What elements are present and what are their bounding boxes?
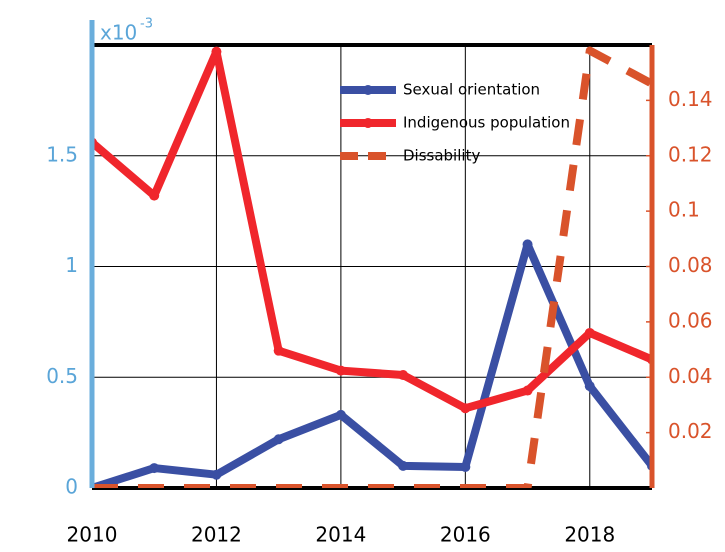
x-tick-label: 2010	[67, 523, 118, 547]
multiplier-base: x10	[100, 21, 137, 45]
x-tick-label: 2012	[191, 523, 242, 547]
y2-tick-label: 0.08	[668, 253, 713, 277]
plot-area	[92, 46, 652, 488]
legend-label: Indigenous population	[403, 114, 570, 132]
y-tick-label: 1	[65, 253, 78, 277]
point	[273, 434, 284, 445]
y2-tick-label: 0.02	[668, 419, 713, 443]
point	[211, 469, 222, 480]
y2-tick-label: 0.1	[668, 198, 700, 222]
point	[149, 463, 160, 474]
point	[398, 370, 409, 381]
point	[335, 409, 346, 420]
point	[584, 381, 595, 392]
point	[211, 46, 222, 57]
legend-label: Sexual orientation	[403, 81, 540, 99]
point	[522, 239, 533, 250]
x-tick-label: 2018	[564, 523, 615, 547]
x-tick-label: 2014	[315, 523, 366, 547]
y-tick-label: 0	[65, 475, 78, 499]
legend-marker	[363, 118, 373, 128]
y-tick-label: 1.5	[46, 142, 78, 166]
legend-marker	[363, 85, 373, 95]
y2-tick-label: 0.04	[668, 364, 713, 388]
series-line	[92, 46, 652, 488]
y2-tick-label: 0.12	[668, 142, 713, 166]
y-tick-label: 0.5	[46, 364, 78, 388]
point	[273, 345, 284, 356]
point	[335, 365, 346, 376]
point	[149, 190, 160, 201]
series-line	[92, 47, 652, 413]
point	[584, 327, 595, 338]
point	[522, 385, 533, 396]
x-tick-label: 2016	[440, 523, 491, 547]
y2-tick-label: 0.06	[668, 308, 713, 332]
y2-tick-label: 0.14	[668, 87, 713, 111]
legend-label: Dissability	[403, 147, 480, 165]
point	[460, 461, 471, 472]
series-line	[92, 240, 652, 488]
multiplier-exponent: -3	[140, 17, 153, 32]
point	[460, 403, 471, 414]
point	[398, 460, 409, 471]
